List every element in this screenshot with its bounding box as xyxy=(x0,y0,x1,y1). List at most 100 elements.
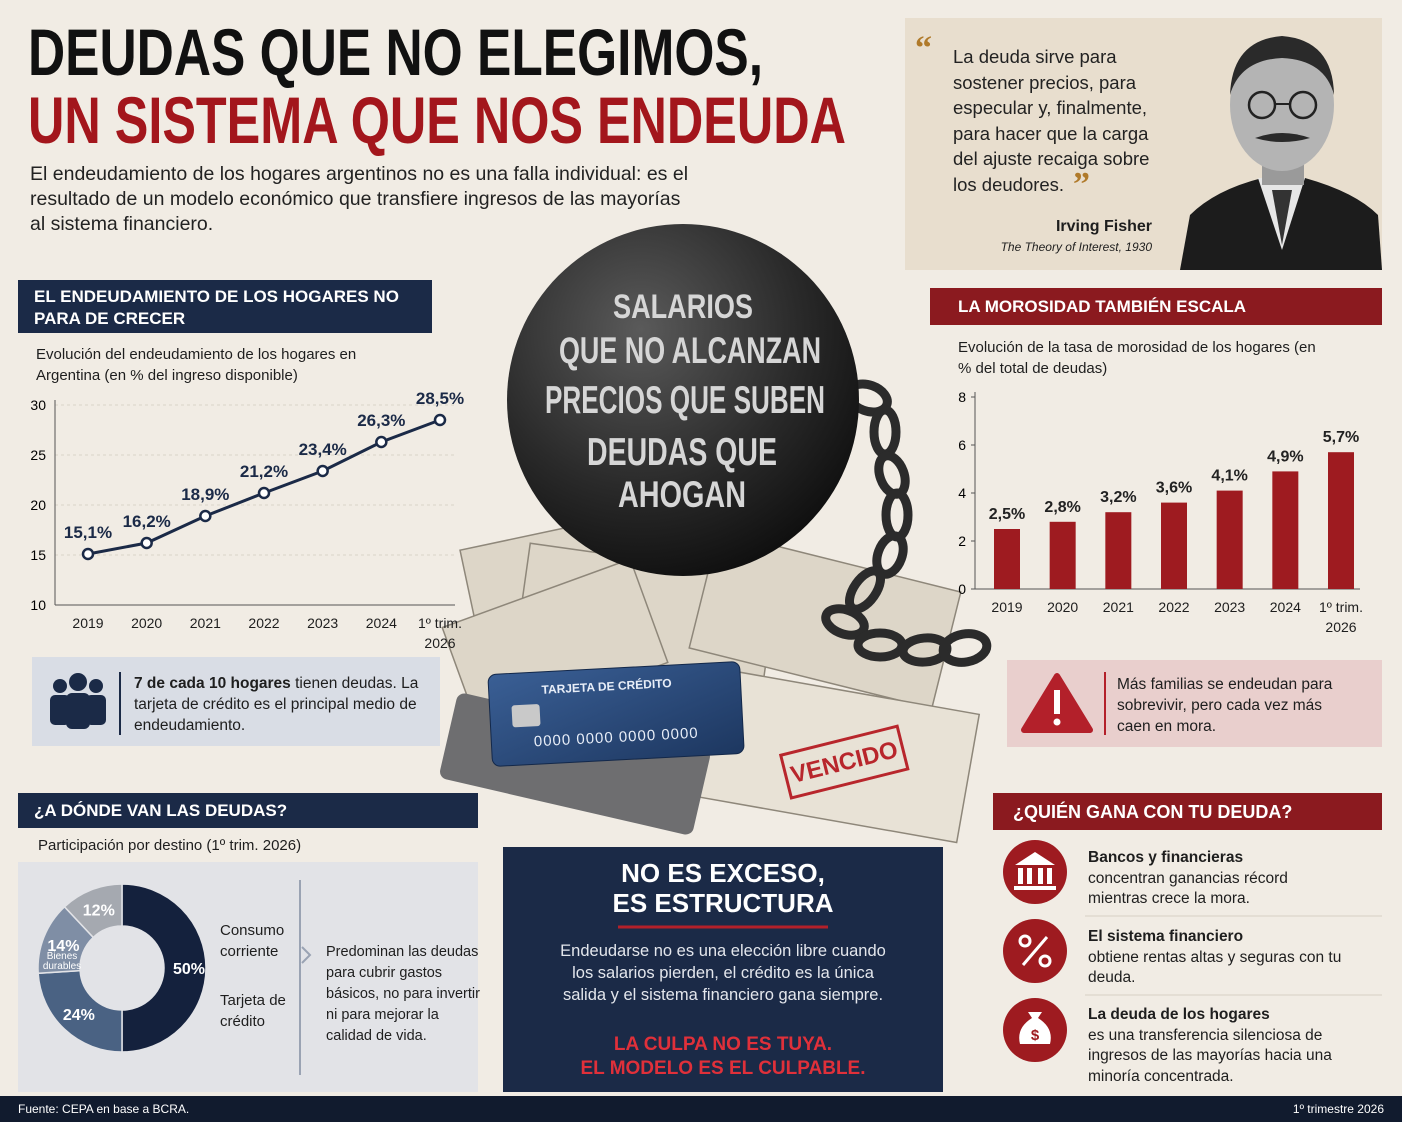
chart-title: LA MOROSIDAD TAMBIÉN ESCALA xyxy=(930,288,1382,325)
y-tick-label: 6 xyxy=(958,437,966,453)
arrow xyxy=(301,946,312,964)
footer-bar xyxy=(0,1096,1402,1122)
value-label: 2,5% xyxy=(989,506,1025,523)
quote-text: La deuda sirve para sostener precios, pa… xyxy=(953,46,1150,195)
winner-bold: La deuda de los hogares xyxy=(1088,1006,1270,1023)
quote-source: The Theory of Interest, 1930 xyxy=(1000,240,1152,254)
credit-card: TARJETA DE CRÉDITO 0000 0000 0000 0000 xyxy=(487,661,745,767)
chart-title: ¿A DÓNDE VAN LAS DEUDAS? xyxy=(18,793,478,828)
bar xyxy=(1161,502,1187,589)
quote-author: Irving Fisher xyxy=(1055,218,1152,235)
bar xyxy=(1328,452,1354,589)
value-label: 5,7% xyxy=(1323,429,1359,446)
value-label: 2,8% xyxy=(1044,499,1080,516)
chart-title: EL ENDEUDAMIENTO DE LOS HOGARES NO PARA … xyxy=(18,280,432,333)
winner-text: obtiene rentas altas y seguras con tu de… xyxy=(1088,948,1342,987)
x-tick-label: 2022 xyxy=(1158,599,1190,615)
line-note: 7 de cada 10 hogares tienen deudas. La t… xyxy=(134,673,424,736)
card-label: TARJETA DE CRÉDITO xyxy=(541,675,672,697)
x-tick-label: 2019 xyxy=(991,599,1023,615)
ball-line: PRECIOS QUE SUBEN xyxy=(545,379,825,422)
title-line-2: UN SISTEMA QUE NOS ENDEUDA xyxy=(28,83,846,157)
winner-item: El sistema financiero obtiene rentas alta… xyxy=(1088,927,1348,989)
chart-subtitle: Evolución de la tasa de morosidad de los… xyxy=(958,339,1316,377)
y-tick-label: 0 xyxy=(958,581,966,597)
y-tick-label: 15 xyxy=(30,547,46,563)
x-tick-label: 2021 xyxy=(1102,599,1134,615)
bar xyxy=(1272,471,1299,589)
note-bold: 7 de cada 10 hogares xyxy=(134,675,291,692)
y-tick-label: 4 xyxy=(958,485,966,501)
x-tick-label: 2024 xyxy=(1269,599,1301,615)
bar xyxy=(1049,521,1076,589)
value-label: 23,4% xyxy=(299,440,347,459)
point xyxy=(316,464,329,478)
value-label: 28,5% xyxy=(416,389,464,408)
y-tick-label: 25 xyxy=(30,447,46,463)
quote-mark: ” xyxy=(1073,166,1090,203)
value-label: 21,2% xyxy=(240,462,288,481)
title-line-1: DEUDAS QUE NO ELEGIMOS, xyxy=(28,15,763,89)
value-label: 3,2% xyxy=(1100,489,1136,506)
people-icon xyxy=(50,673,106,729)
wedge xyxy=(37,969,123,1053)
bar xyxy=(994,529,1020,589)
value-label: 26,3% xyxy=(357,411,405,430)
chart-subtitle: Evolución del endeudamiento de los hogar… xyxy=(36,346,357,384)
x-tick-label: 2024 xyxy=(365,615,397,631)
y-tick-label: 2 xyxy=(958,533,966,549)
winner-text: es una transferencia silenciosa de ingre… xyxy=(1088,1026,1332,1085)
bar xyxy=(1105,512,1132,589)
money-bag-icon: $ xyxy=(1003,998,1067,1062)
ball-line: AHOGAN xyxy=(618,474,746,515)
category-label: Bienes durables xyxy=(42,951,82,972)
note-text: tienen deudas. La tarjeta de crédito es … xyxy=(134,675,419,734)
conclusion-title: NO ES EXCESO, ES ESTRUCTURA xyxy=(503,858,943,918)
chain xyxy=(821,379,992,667)
x-tick-label: 2021 xyxy=(189,615,221,631)
winners-title: ¿QUIÉN GANA CON TU DEUDA? xyxy=(993,793,1382,830)
percent-icon xyxy=(1003,919,1067,983)
conclusion-title-line: ES ESTRUCTURA xyxy=(612,888,834,918)
ball-line: SALARIOS xyxy=(613,288,753,326)
y-tick-label: 8 xyxy=(958,389,966,405)
conclusion-box xyxy=(503,847,943,1092)
ball-line: DEUDAS QUE xyxy=(587,431,777,474)
bar-note: Más familias se endeudan para sobrevivir… xyxy=(1117,676,1333,735)
value-label: 3,6% xyxy=(1156,480,1192,497)
point xyxy=(140,536,153,550)
x-tick-label: 1º trim. 2026 xyxy=(417,615,462,651)
winner-text: concentran ganancias récord mientras cre… xyxy=(1088,869,1288,908)
x-tick-label: 2022 xyxy=(248,615,280,631)
category-label: Tarjeta de crédito xyxy=(220,992,286,1030)
value-label: 24% xyxy=(63,1007,95,1024)
point xyxy=(375,435,388,449)
wedge xyxy=(63,883,123,939)
category-label: Consumo corriente xyxy=(220,922,285,960)
ball xyxy=(507,224,859,576)
bar xyxy=(1216,490,1243,589)
value-label: 14% xyxy=(47,938,79,955)
conclusion-highlight: LA CULPA NO ES TUYA. EL MODELO ES EL CUL… xyxy=(503,1033,943,1081)
intro: El endeudamiento de los hogares argentin… xyxy=(30,163,689,235)
point xyxy=(257,486,271,500)
winner-bold: El sistema financiero xyxy=(1088,928,1244,945)
value-label: 4,9% xyxy=(1267,448,1303,465)
pie-note: Predominan las deudas para cubrir gastos… xyxy=(326,944,480,1044)
x-tick-label: 2020 xyxy=(1047,599,1079,615)
wedge xyxy=(121,883,207,1053)
highlight-line: EL MODELO ES EL CULPABLE. xyxy=(580,1058,866,1079)
quote-mark: “ xyxy=(915,30,932,67)
conclusion-text: Endeudarse no es una elección libre cuan… xyxy=(560,942,886,1004)
y-tick-label: 10 xyxy=(30,597,46,613)
point xyxy=(199,509,212,523)
footer-period: 1º trimestre 2026 xyxy=(1292,1102,1384,1116)
warning-icon xyxy=(1021,673,1093,733)
chart-subtitle: Participación por destino (1º trim. 2026… xyxy=(38,837,302,854)
dollar-sign: $ xyxy=(1031,1027,1040,1044)
x-tick-label: 2023 xyxy=(307,615,339,631)
value-label: 12% xyxy=(83,902,115,919)
ball-line: QUE NO ALCANZAN xyxy=(559,330,821,371)
